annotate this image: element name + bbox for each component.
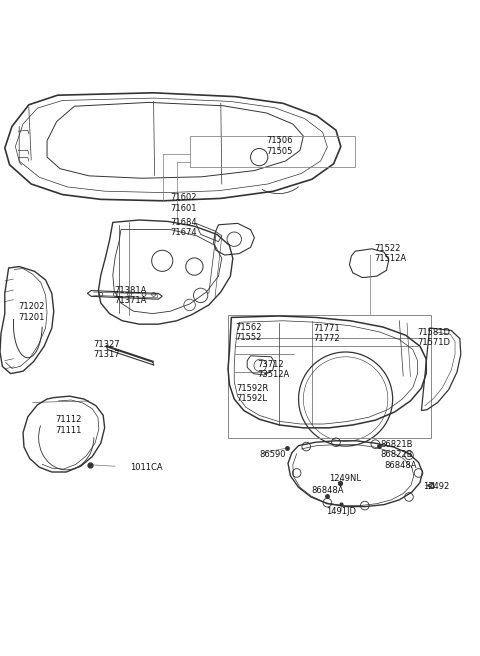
Text: 71506
71505: 71506 71505 — [266, 136, 293, 155]
Text: 71562
71552: 71562 71552 — [235, 323, 262, 342]
Text: 71327
71317: 71327 71317 — [94, 340, 120, 359]
Text: 1249NL: 1249NL — [329, 474, 361, 483]
Text: 71771
71772: 71771 71772 — [313, 324, 339, 344]
Text: 86590: 86590 — [259, 450, 286, 459]
Text: 71581D
71571D: 71581D 71571D — [418, 328, 451, 347]
Text: 12492: 12492 — [423, 482, 450, 491]
Text: 86848A: 86848A — [384, 461, 417, 470]
Text: 71602
71601: 71602 71601 — [170, 194, 197, 213]
Text: 71112
71111: 71112 71111 — [55, 415, 82, 435]
Text: 71522
71512A: 71522 71512A — [374, 244, 407, 263]
Text: 71592R
71592L: 71592R 71592L — [236, 384, 268, 403]
Text: 73712
73512A: 73712 73512A — [257, 360, 289, 379]
Text: 1491JD: 1491JD — [326, 507, 356, 516]
Text: 71684
71674: 71684 71674 — [170, 218, 197, 237]
Text: 86821B
86822B: 86821B 86822B — [380, 440, 413, 459]
Text: 71202
71201: 71202 71201 — [18, 302, 45, 322]
Text: 71381A
71371A: 71381A 71371A — [114, 285, 146, 305]
Text: 1011CA: 1011CA — [130, 462, 162, 472]
Text: 86848A: 86848A — [311, 485, 344, 495]
